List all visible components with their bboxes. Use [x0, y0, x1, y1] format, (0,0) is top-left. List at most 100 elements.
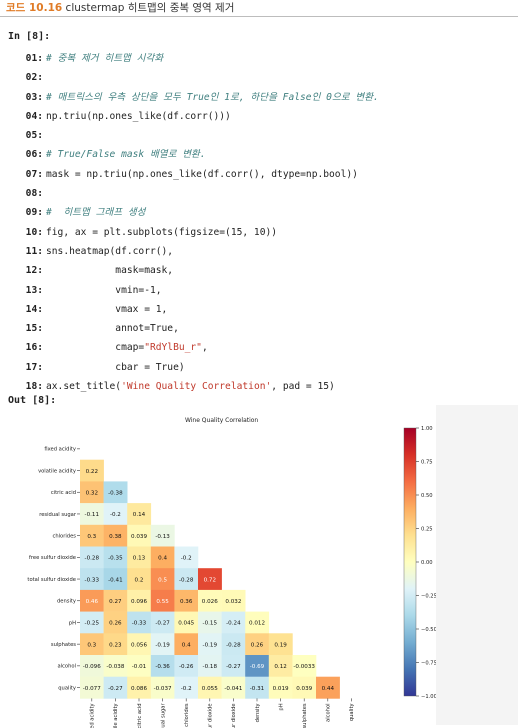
- cell-value: 0.056: [131, 642, 147, 648]
- heatmap-cell: [174, 633, 199, 656]
- heatmap-cell: [150, 676, 175, 699]
- cell-value: 0.012: [249, 621, 265, 627]
- code-segment: cmap=: [46, 342, 145, 354]
- heatmap-cell: [174, 676, 199, 699]
- cell-value: -0.11: [85, 512, 100, 518]
- code-caption: 코드 10.16 clustermap 히트맵의 중복 영역 제거: [6, 1, 234, 15]
- cell-value: -0.01: [132, 664, 147, 670]
- heatmap-cell: [80, 633, 104, 656]
- code-line: 16: cmap="RdYlBu_r",: [6, 338, 516, 357]
- heatmap-cell: [150, 611, 175, 634]
- y-tick-label: fixed acidity: [44, 447, 76, 453]
- heatmap-cell: [245, 611, 270, 634]
- cell-value: -0.33: [85, 577, 100, 583]
- line-number: 14:: [25, 303, 43, 315]
- code-comment: # 히트맵 그래프 생성: [46, 207, 146, 219]
- heatmap-cell: [221, 655, 246, 677]
- heatmap-cell: [198, 633, 222, 656]
- heatmap-cell: [103, 503, 128, 526]
- line-number: 02:: [25, 72, 43, 84]
- code-line: 18: ax.set_title('Wine Quality Correlatio…: [6, 377, 516, 396]
- heatmap-cell: [198, 611, 222, 634]
- cell-value: -0.077: [83, 686, 101, 692]
- cell-value: 0.23: [109, 642, 122, 648]
- cell-value: 0.44: [322, 686, 335, 692]
- x-tick-label: free sulfur dioxide: [208, 703, 214, 728]
- cell-value: -0.31: [250, 686, 265, 692]
- x-tick-label: citric acid: [137, 703, 143, 728]
- cell-value: -0.19: [155, 642, 170, 648]
- x-tick-label: chlorides: [184, 703, 190, 727]
- heatmap-cell: [103, 655, 128, 677]
- heatmap-cell: [103, 589, 128, 612]
- x-tick-label: density: [255, 703, 261, 722]
- heatmap-cell: [103, 546, 128, 569]
- cell-value: 0.4: [158, 556, 167, 562]
- cell-value: -0.037: [154, 686, 172, 692]
- heatmap-cell: [198, 676, 222, 699]
- heatmap-cell: [174, 546, 199, 569]
- heatmap-cell: [150, 524, 175, 547]
- cell-value: -0.28: [179, 577, 194, 583]
- y-tick-label: quality: [58, 685, 76, 691]
- cell-value: -0.13: [155, 534, 170, 540]
- colorbar-tick-label: 0.75: [421, 459, 433, 465]
- heatmap-cell: [80, 524, 104, 547]
- heatmap-cell: [80, 611, 104, 634]
- cell-value: 0.096: [131, 599, 147, 605]
- y-tick-label: free sulfur dioxide: [29, 555, 76, 561]
- cell-value: -0.28: [226, 642, 241, 648]
- caption-divider: [0, 16, 518, 17]
- heatmap-cell: [127, 524, 152, 547]
- code-line: 06: # True/False mask 배열로 변환.: [6, 145, 516, 164]
- cell-value: 0.14: [133, 512, 146, 518]
- x-tick-label: volatile acidity: [113, 703, 119, 728]
- heatmap-cell: [80, 589, 104, 612]
- cell-value: 0.4: [182, 642, 191, 648]
- code-text: ax.set_title('Wine Quality Correlation',…: [43, 381, 335, 392]
- code-comment: # 중복 제거 히트맵 시각화: [46, 53, 164, 64]
- code-text: cbar = True): [46, 361, 185, 373]
- cell-value: 0.26: [251, 642, 264, 648]
- y-tick-label: residual sugar: [39, 512, 77, 518]
- cell-value: 0.19: [274, 642, 287, 648]
- cell-value: -0.2: [181, 556, 192, 562]
- heatmap-cell: [174, 655, 199, 677]
- heatmap-cell: [245, 655, 270, 677]
- heatmap-cell: [221, 611, 246, 634]
- heatmap-cell: [103, 524, 128, 547]
- cell-value: -0.41: [108, 577, 123, 583]
- code-text: vmax = 1,: [46, 303, 168, 315]
- heatmap-cell: [103, 568, 128, 591]
- cell-value: 0.086: [131, 686, 147, 692]
- cell-value: -0.27: [155, 621, 170, 627]
- heatmap-cell: [174, 568, 199, 591]
- heatmap-cell: [80, 568, 104, 591]
- heatmap-cell: [103, 676, 128, 699]
- cell-value: 0.46: [86, 599, 99, 605]
- heatmap-cell: [103, 611, 128, 634]
- cell-value: 0.039: [296, 686, 312, 692]
- y-tick-label: total sulfur dioxide: [27, 577, 76, 583]
- heatmap-cell: [80, 546, 104, 569]
- colorbar-tick-label: −1.00: [421, 694, 437, 700]
- cell-value: -0.36: [155, 664, 170, 670]
- colorbar-tick-label: −0.25: [421, 593, 437, 599]
- cell-value: -0.2: [110, 512, 121, 518]
- cell-value: -0.038: [106, 664, 124, 670]
- colorbar-tick-label: −0.75: [421, 660, 437, 666]
- y-tick-label: alcohol: [57, 664, 76, 670]
- heatmap-cell: [127, 611, 152, 634]
- cell-value: 0.12: [274, 664, 286, 670]
- colorbar: [403, 427, 417, 697]
- y-tick-label: citric acid: [51, 490, 76, 496]
- heatmap-cell: [127, 633, 152, 656]
- code-line: 17: cbar = True): [6, 358, 516, 377]
- cell-value: -0.69: [250, 664, 265, 670]
- code-line: 09: # 히트맵 그래프 생성: [6, 203, 516, 222]
- cell-value: 0.039: [131, 534, 147, 540]
- x-tick-label: alcohol: [326, 703, 332, 722]
- code-line: 01: # 중복 제거 히트맵 시각화: [6, 49, 516, 68]
- code-text: fig, ax = plt.subplots(figsize=(15, 10)): [46, 226, 278, 238]
- code-text: cmap="RdYlBu_r",: [43, 342, 207, 354]
